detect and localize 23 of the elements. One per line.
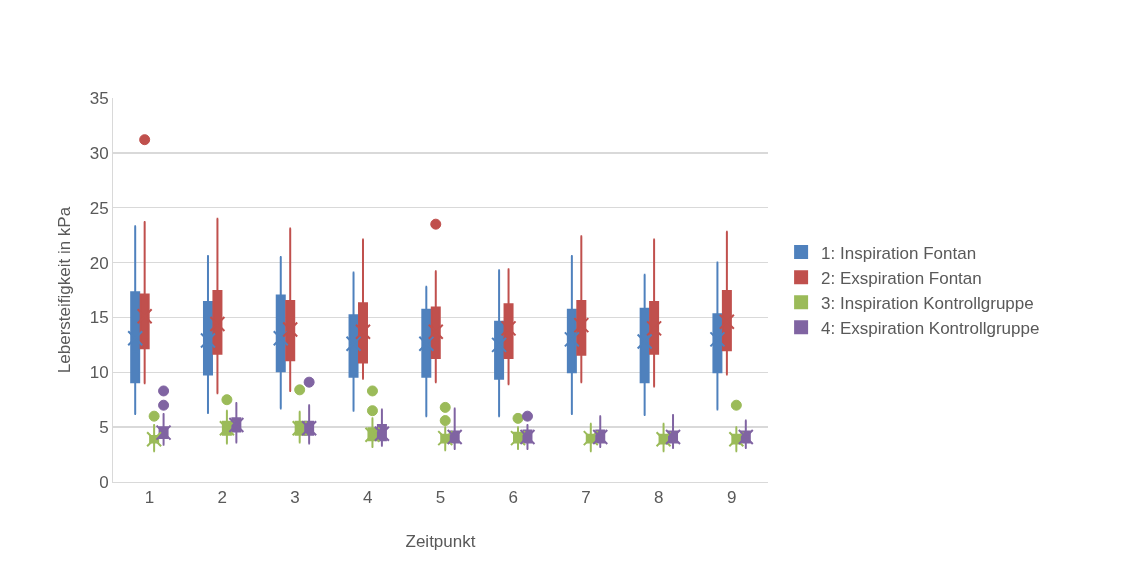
x-axis-title: Zeitpunkt	[405, 531, 476, 551]
x-tick-label: 3	[290, 488, 300, 508]
x-tick-label: 9	[726, 488, 737, 508]
legend-label: 1: Inspiration Fontan	[821, 243, 977, 263]
x-tick-label: 6	[508, 488, 519, 508]
x-tick-label: 4	[362, 488, 373, 508]
y-axis-title: Lebersteifigkeit in kPa	[55, 206, 75, 374]
y-tick-label: 25	[89, 198, 109, 218]
y-tick-label: 10	[89, 363, 109, 383]
y-tick-label: 5	[99, 418, 109, 438]
legend-label: 3: Inspiration Kontrollgruppe	[821, 293, 1034, 313]
y-tick-label: 0	[99, 472, 109, 492]
x-tick-label: 8	[654, 488, 664, 508]
legend-label: 4: Exspiration Kontrollgruppe	[821, 318, 1040, 338]
y-tick-label: 15	[89, 308, 109, 328]
y-tick-label: 30	[89, 143, 109, 163]
x-tick-label: 5	[435, 488, 446, 508]
y-tick-label: 35	[89, 88, 109, 108]
x-tick-label: 7	[581, 488, 591, 508]
x-tick-label: 2	[217, 488, 227, 508]
y-tick-label: 20	[89, 253, 109, 273]
x-tick-label: 1	[144, 488, 155, 508]
legend-label: 2: Exspiration Fontan	[821, 268, 982, 288]
